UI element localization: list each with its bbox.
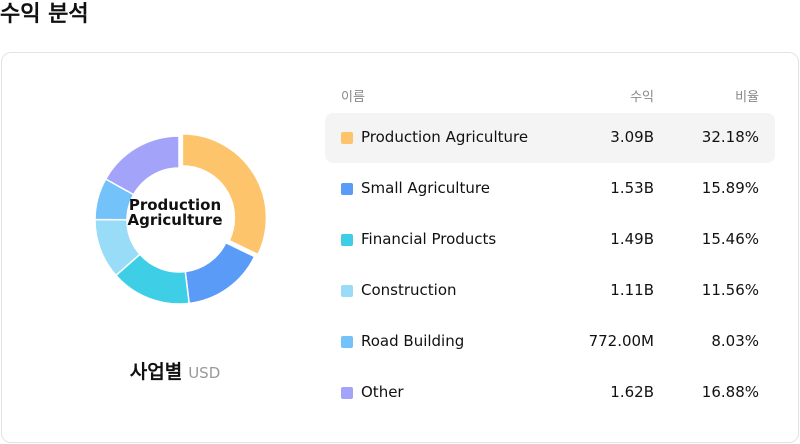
- color-swatch: [341, 234, 353, 246]
- page-title: 수익 분석: [0, 2, 89, 27]
- table-row[interactable]: Financial Products 1.49B 15.46%: [325, 215, 775, 265]
- unit: USD: [188, 364, 221, 382]
- revenue: 1.49B: [610, 230, 654, 248]
- color-swatch: [341, 387, 353, 399]
- card: [1, 52, 799, 443]
- color-swatch: [341, 336, 353, 348]
- percentage: 32.18%: [701, 128, 759, 146]
- percentage: 15.46%: [701, 230, 759, 248]
- table-row[interactable]: Road Building 772.00M 8.03%: [325, 317, 775, 367]
- revenue: 3.09B: [610, 128, 654, 146]
- category-name: Small Agriculture: [361, 179, 490, 197]
- table-row[interactable]: Small Agriculture 1.53B 15.89%: [325, 164, 775, 214]
- revenue: 1.62B: [610, 383, 654, 401]
- revenue: 772.00M: [588, 332, 654, 350]
- category-name: Construction: [361, 281, 457, 299]
- percentage: 15.89%: [701, 179, 759, 197]
- subtitle: 사업별: [129, 361, 183, 383]
- color-swatch: [341, 183, 353, 195]
- category-name: Financial Products: [361, 230, 497, 248]
- table-row[interactable]: Other 1.62B 16.88%: [325, 368, 775, 418]
- color-swatch: [341, 285, 353, 297]
- percentage: 11.56%: [701, 281, 759, 299]
- percentage: 8.03%: [711, 332, 759, 350]
- category-name: Road Building: [361, 332, 465, 350]
- color-swatch: [341, 132, 353, 144]
- donut-segment[interactable]: [104, 135, 180, 196]
- category-name: Other: [361, 383, 404, 401]
- donut-segment[interactable]: [181, 133, 268, 256]
- category-name: Production Agriculture: [361, 128, 529, 146]
- revenue: 1.11B: [610, 281, 654, 299]
- percentage: 16.88%: [701, 383, 759, 401]
- column-header: 비율: [735, 90, 759, 105]
- donut-chart: [94, 133, 268, 305]
- table-row[interactable]: Production Agriculture 3.09B 32.18%: [325, 113, 775, 163]
- center-label: Production Agriculture: [127, 196, 223, 229]
- chart-subtitle: 사업별 USD: [0, 357, 350, 384]
- column-header: 이름: [341, 90, 365, 105]
- revenue: 1.53B: [610, 179, 654, 197]
- donut-segment[interactable]: [184, 241, 256, 305]
- column-header: 수익: [630, 90, 654, 105]
- table-row[interactable]: Construction 1.11B 11.56%: [325, 266, 775, 316]
